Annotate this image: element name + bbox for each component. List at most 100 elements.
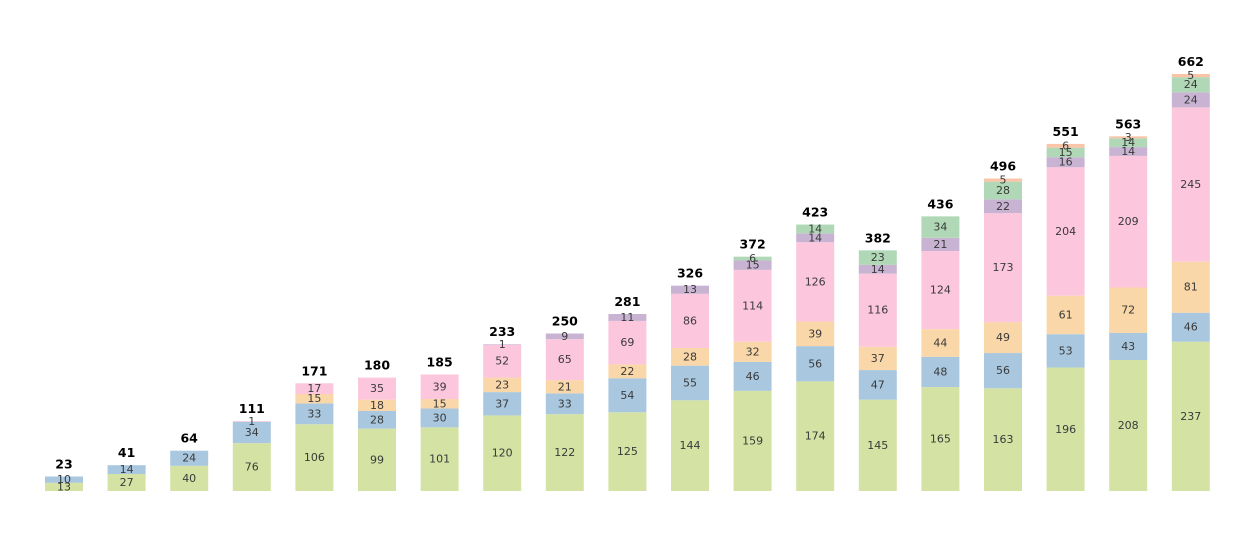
bar-segment bbox=[483, 344, 522, 345]
labels-layer: 1310232714414024647634111110633151717199… bbox=[55, 54, 1204, 493]
bar-segment bbox=[545, 414, 584, 491]
segment-value-label: 24 bbox=[1184, 78, 1198, 91]
bar-segment bbox=[420, 408, 459, 428]
bar-total-label: 111 bbox=[239, 401, 265, 416]
bar-total-label: 233 bbox=[489, 324, 515, 339]
bar-segment bbox=[295, 403, 334, 425]
segment-value-label: 37 bbox=[871, 352, 885, 365]
bar-segment bbox=[921, 251, 960, 330]
bar-segment bbox=[671, 365, 709, 401]
bar-segment bbox=[1171, 74, 1210, 78]
bar-segment bbox=[671, 348, 709, 366]
bar-segment bbox=[1046, 334, 1085, 368]
bar-segment bbox=[483, 377, 522, 393]
segment-value-label: 99 bbox=[370, 453, 384, 466]
segment-value-label: 21 bbox=[558, 380, 572, 393]
segment-value-label: 52 bbox=[495, 355, 509, 368]
segment-value-label: 34 bbox=[245, 426, 259, 439]
segment-value-label: 33 bbox=[307, 407, 321, 420]
segment-value-label: 43 bbox=[1121, 340, 1135, 353]
segment-value-label: 237 bbox=[1180, 410, 1201, 423]
segment-value-label: 55 bbox=[683, 376, 697, 389]
segment-value-label: 209 bbox=[1118, 215, 1139, 228]
segment-value-label: 124 bbox=[930, 284, 951, 297]
segment-value-label: 28 bbox=[683, 350, 697, 363]
bar-segment bbox=[1171, 341, 1210, 491]
bar-total-label: 423 bbox=[802, 205, 828, 220]
segment-value-label: 1 bbox=[248, 415, 255, 428]
bar-segment bbox=[1109, 138, 1148, 148]
bar-segment bbox=[1109, 359, 1148, 491]
bar-segment bbox=[671, 293, 709, 349]
bar-segment bbox=[984, 388, 1022, 491]
segment-value-label: 69 bbox=[620, 336, 634, 349]
segment-value-label: 174 bbox=[805, 430, 826, 443]
segment-value-label: 24 bbox=[1184, 93, 1198, 106]
bar-segment bbox=[796, 381, 835, 491]
bar-segment bbox=[858, 273, 897, 347]
bar-segment bbox=[545, 333, 584, 340]
bar-segment bbox=[608, 364, 647, 379]
bar-segment bbox=[1109, 332, 1148, 360]
segment-value-label: 56 bbox=[808, 357, 822, 370]
segment-value-label: 56 bbox=[996, 364, 1010, 377]
segment-value-label: 46 bbox=[746, 370, 760, 383]
bar-segment bbox=[483, 415, 522, 491]
bar-segment bbox=[921, 216, 960, 238]
bar-segment bbox=[358, 377, 396, 400]
bar-segment bbox=[921, 387, 960, 491]
segment-value-label: 47 bbox=[871, 378, 885, 391]
segment-value-label: 5 bbox=[1000, 174, 1007, 187]
bar-segment bbox=[232, 421, 271, 422]
segment-value-label: 116 bbox=[867, 304, 888, 317]
segment-value-label: 34 bbox=[933, 221, 947, 234]
segment-value-label: 5 bbox=[1187, 69, 1194, 82]
bars-layer bbox=[45, 74, 1210, 491]
bar-segment bbox=[295, 383, 334, 394]
segment-value-label: 39 bbox=[433, 380, 447, 393]
bar-segment bbox=[358, 428, 396, 491]
bar-segment bbox=[733, 361, 772, 391]
bar-segment bbox=[796, 346, 835, 382]
segment-value-label: 6 bbox=[749, 252, 756, 265]
segment-value-label: 61 bbox=[1059, 308, 1073, 321]
bar-segment bbox=[796, 242, 835, 322]
bar-segment bbox=[1046, 167, 1085, 296]
segment-value-label: 54 bbox=[620, 389, 634, 402]
bar-segment bbox=[921, 237, 960, 252]
bar-total-label: 250 bbox=[552, 314, 578, 329]
segment-value-label: 18 bbox=[370, 399, 384, 412]
bar-segment bbox=[671, 285, 709, 294]
bar-segment bbox=[1109, 136, 1148, 139]
segment-value-label: 165 bbox=[930, 433, 951, 446]
segment-value-label: 144 bbox=[680, 439, 701, 452]
bar-segment bbox=[858, 399, 897, 491]
bar-total-label: 180 bbox=[364, 358, 390, 373]
segment-value-label: 46 bbox=[1184, 321, 1198, 334]
segment-value-label: 15 bbox=[433, 397, 447, 410]
bar-total-label: 41 bbox=[118, 445, 135, 460]
segment-value-label: 125 bbox=[617, 445, 638, 458]
bar-total-label: 436 bbox=[927, 196, 953, 211]
bar-segment bbox=[483, 344, 522, 378]
bar-segment bbox=[1046, 295, 1085, 335]
bar-segment bbox=[608, 378, 647, 413]
bar-segment bbox=[608, 412, 647, 491]
bar-segment bbox=[608, 314, 647, 321]
bar-total-label: 662 bbox=[1178, 54, 1204, 69]
bar-total-label: 382 bbox=[865, 230, 891, 245]
segment-value-label: 6 bbox=[1062, 139, 1069, 152]
bar-segment bbox=[1046, 147, 1085, 158]
segment-value-label: 13 bbox=[683, 283, 697, 296]
bar-segment bbox=[858, 264, 897, 274]
segment-value-label: 44 bbox=[933, 336, 947, 349]
bar-segment bbox=[232, 443, 271, 491]
segment-value-label: 39 bbox=[808, 327, 822, 340]
segment-value-label: 40 bbox=[182, 472, 196, 485]
bar-segment bbox=[45, 476, 83, 483]
bar-segment bbox=[107, 465, 146, 474]
bar-segment bbox=[1109, 287, 1148, 333]
segment-value-label: 245 bbox=[1180, 178, 1201, 191]
